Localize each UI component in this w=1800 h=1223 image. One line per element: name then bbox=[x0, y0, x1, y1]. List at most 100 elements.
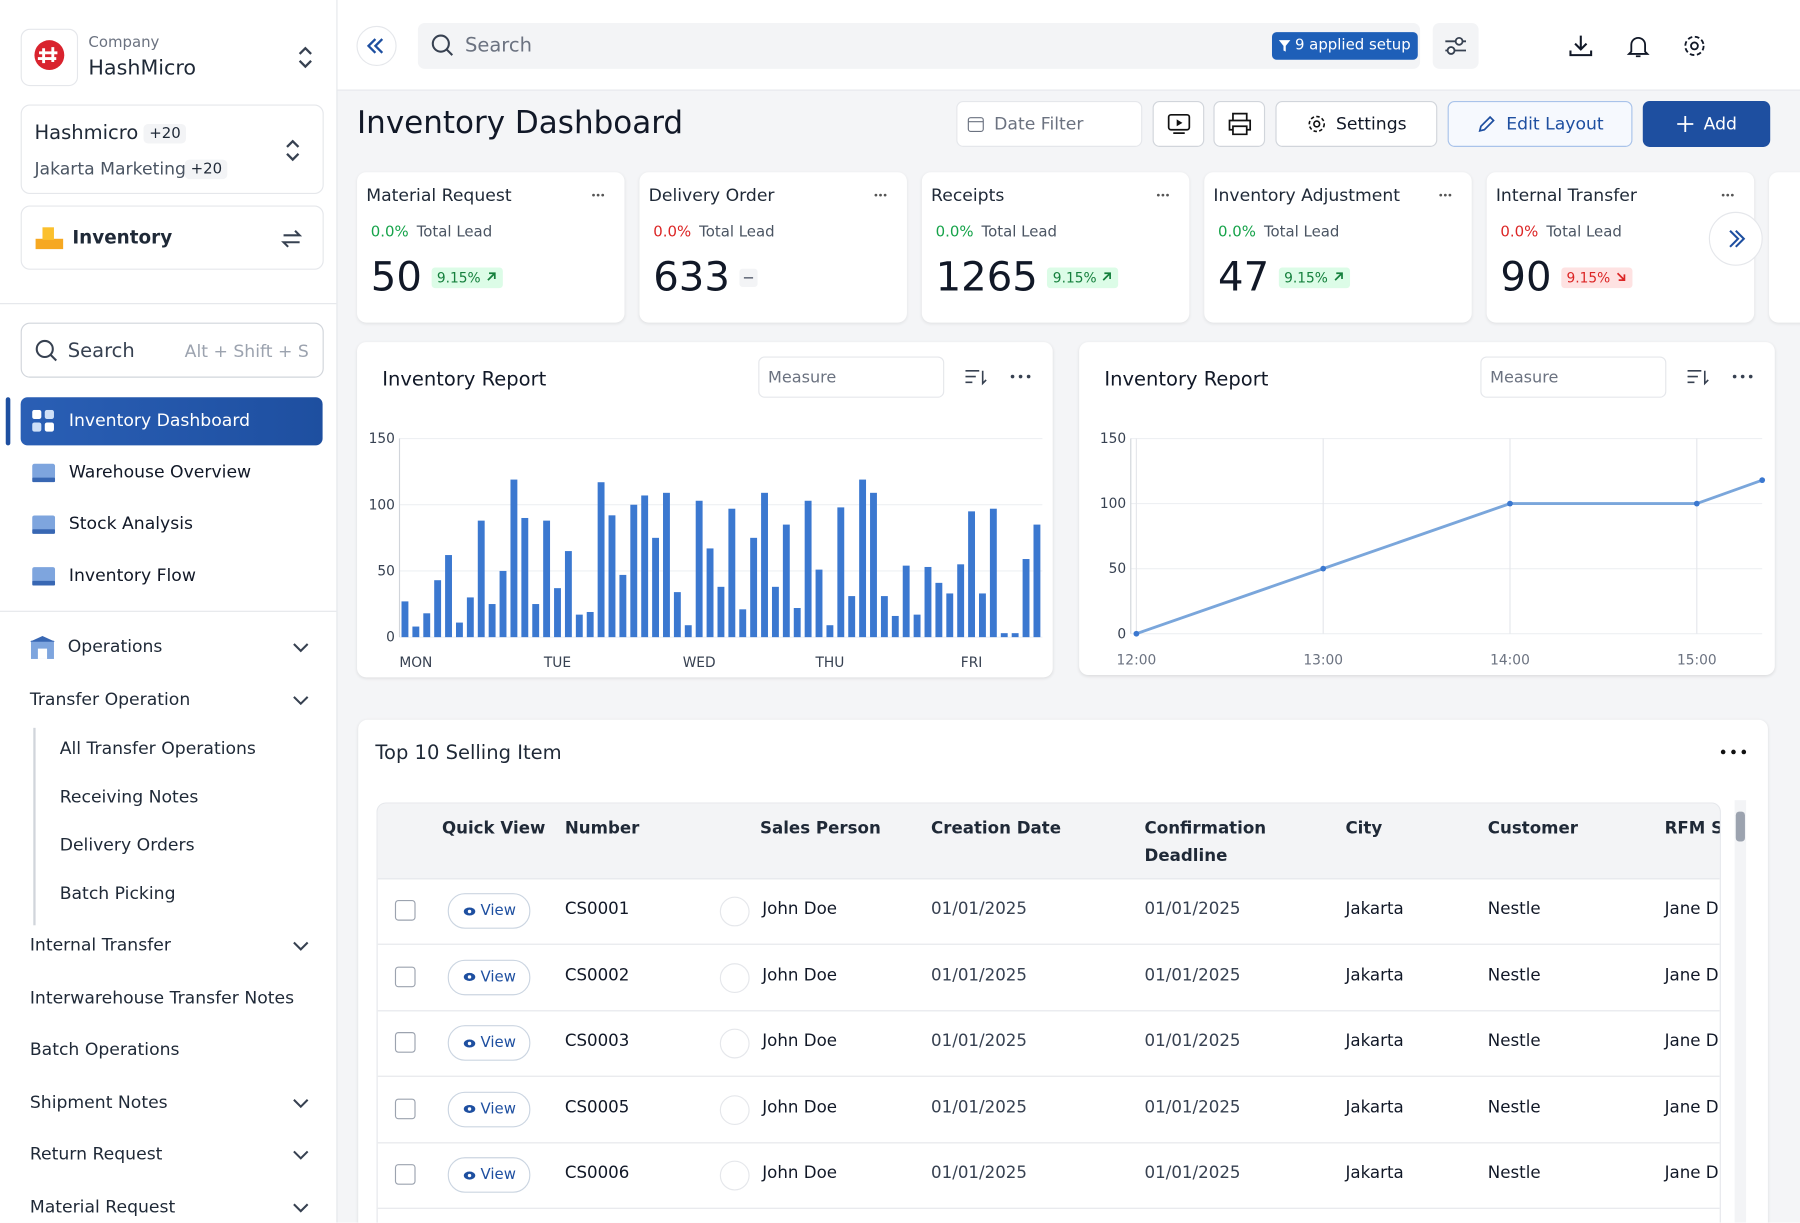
submenu-label[interactable]: Receiving Notes bbox=[59, 785, 199, 807]
kpi-lead-pct: 0.0% bbox=[1500, 223, 1539, 242]
nav-item[interactable]: Inventory Flow bbox=[21, 552, 323, 600]
y-tick-label: 150 bbox=[369, 431, 395, 447]
trend-icon bbox=[486, 272, 496, 281]
top-search[interactable]: Search 9 applied setup bbox=[417, 22, 1421, 69]
filter-badge[interactable]: 9 applied setup bbox=[1271, 32, 1418, 60]
column-header: RFM Se bbox=[1664, 819, 1720, 839]
menu-label[interactable]: Batch Operations bbox=[29, 1038, 180, 1060]
menu-label[interactable]: Return Request bbox=[29, 1143, 163, 1165]
column-header: Sales Person bbox=[759, 819, 881, 839]
nav-label: Inventory Dashboard bbox=[68, 409, 251, 431]
table-cell: John Doe bbox=[762, 900, 838, 919]
sidebar: Company HashMicro Hashmicro +20 Jakarta … bbox=[0, 0, 338, 1223]
more-dot bbox=[1010, 374, 1015, 379]
bar bbox=[957, 564, 965, 638]
date-filter[interactable]: Date Filter bbox=[956, 101, 1143, 147]
more-icon-part bbox=[1439, 193, 1443, 197]
settings-button[interactable]: Settings bbox=[1275, 101, 1438, 147]
more-icon[interactable] bbox=[1717, 743, 1751, 761]
nav-icon-part bbox=[44, 422, 54, 432]
measure-select[interactable] bbox=[758, 356, 945, 398]
bell-icon[interactable] bbox=[1624, 32, 1652, 60]
submenu-label[interactable]: All Transfer Operations bbox=[59, 737, 256, 759]
module-icon bbox=[35, 227, 64, 250]
menu-label[interactable]: Internal Transfer bbox=[29, 934, 171, 956]
menu-label[interactable]: Operations bbox=[67, 635, 163, 657]
menu-icon-part bbox=[29, 635, 56, 642]
row-checkbox[interactable] bbox=[394, 966, 416, 987]
bar bbox=[673, 592, 681, 638]
bar bbox=[793, 608, 801, 638]
chevron bbox=[293, 1150, 309, 1160]
view-button[interactable]: View bbox=[447, 1157, 531, 1193]
nav-icon bbox=[32, 515, 56, 534]
measure-select[interactable] bbox=[1480, 356, 1667, 398]
y-tick-label: 50 bbox=[1109, 561, 1127, 577]
view-button[interactable]: View bbox=[447, 893, 531, 929]
download-icon[interactable] bbox=[1567, 32, 1595, 60]
more-icon-part bbox=[601, 193, 605, 197]
kpi-card-partial bbox=[1769, 172, 1800, 323]
kpi-lead-label: Total Lead bbox=[1546, 223, 1622, 242]
collapse-button[interactable] bbox=[356, 25, 397, 67]
menu-label[interactable]: Interwarehouse Transfer Notes bbox=[29, 986, 295, 1008]
menu-label[interactable]: Shipment Notes bbox=[29, 1091, 168, 1112]
row-checkbox[interactable] bbox=[394, 900, 416, 921]
bar bbox=[575, 614, 583, 638]
eye-icon bbox=[463, 1104, 475, 1113]
menu-label[interactable]: Transfer Operation bbox=[29, 688, 191, 709]
view-button[interactable]: View bbox=[447, 1025, 531, 1061]
sidebar-search[interactable]: Search Alt + Shift + S bbox=[20, 322, 324, 378]
y-tick-label: 100 bbox=[1100, 496, 1126, 512]
chevron-part bbox=[293, 1150, 309, 1160]
y-tick-label: 0 bbox=[386, 630, 395, 646]
kpi-card: Material Request 0.0% Total Lead 50 9.15% bbox=[357, 172, 625, 323]
table-cell: Jakarta bbox=[1345, 1032, 1404, 1051]
filter-button[interactable] bbox=[1432, 22, 1479, 69]
x-tick-label: 14:00 bbox=[1490, 653, 1530, 669]
edit-layout-button[interactable]: Edit Layout bbox=[1447, 101, 1633, 147]
sort-icon[interactable] bbox=[965, 370, 987, 386]
point bbox=[1759, 477, 1766, 484]
table-cell: 01/01/2025 bbox=[931, 900, 1027, 919]
scrollbar-thumb[interactable] bbox=[1735, 811, 1745, 842]
row-checkbox[interactable] bbox=[394, 1032, 416, 1053]
nav-icon-part bbox=[32, 529, 56, 534]
nav-item[interactable]: Warehouse Overview bbox=[21, 449, 323, 497]
workspace-card[interactable]: Hashmicro +20 Jakarta Marketing +20 bbox=[20, 104, 324, 195]
view-button[interactable]: View bbox=[447, 959, 531, 995]
bar bbox=[630, 504, 638, 638]
kpi-value: 90 bbox=[1500, 254, 1552, 301]
print-button[interactable] bbox=[1213, 101, 1266, 147]
submenu-label[interactable]: Batch Picking bbox=[59, 882, 176, 903]
nav-item[interactable]: Stock Analysis bbox=[21, 501, 323, 549]
column-header: Quick View bbox=[441, 819, 546, 839]
table-cell: 01/01/2025 bbox=[1144, 900, 1241, 919]
more-icon-part bbox=[1156, 193, 1160, 197]
nav-item[interactable]: Inventory Dashboard bbox=[20, 397, 323, 446]
row-checkbox[interactable] bbox=[394, 1164, 416, 1185]
column-header: Confirmation Deadline bbox=[1144, 819, 1267, 866]
module-card[interactable]: Inventory bbox=[20, 205, 324, 270]
next-button[interactable] bbox=[1707, 210, 1764, 267]
switch-icon[interactable] bbox=[294, 44, 317, 72]
menu-label[interactable]: Material Request bbox=[29, 1195, 176, 1217]
nav-icon-part bbox=[32, 515, 56, 532]
gear-icon[interactable] bbox=[1681, 32, 1709, 60]
row-checkbox[interactable] bbox=[394, 1098, 416, 1119]
view-button[interactable]: View bbox=[447, 1091, 531, 1127]
present-button[interactable] bbox=[1152, 101, 1205, 147]
view-text: View bbox=[480, 1100, 516, 1118]
bar bbox=[782, 524, 790, 638]
add-button[interactable]: Add bbox=[1642, 101, 1771, 147]
bar bbox=[804, 500, 812, 638]
y-tick-label: 50 bbox=[377, 564, 395, 580]
more-icon-part bbox=[592, 193, 595, 197]
more-icon bbox=[1721, 193, 1734, 197]
company-name[interactable]: HashMicro bbox=[88, 56, 197, 81]
table-cell: CS0003 bbox=[564, 1032, 630, 1051]
sort-icon[interactable] bbox=[1687, 370, 1709, 386]
submenu-label[interactable]: Delivery Orders bbox=[59, 834, 195, 855]
bar bbox=[466, 597, 474, 638]
